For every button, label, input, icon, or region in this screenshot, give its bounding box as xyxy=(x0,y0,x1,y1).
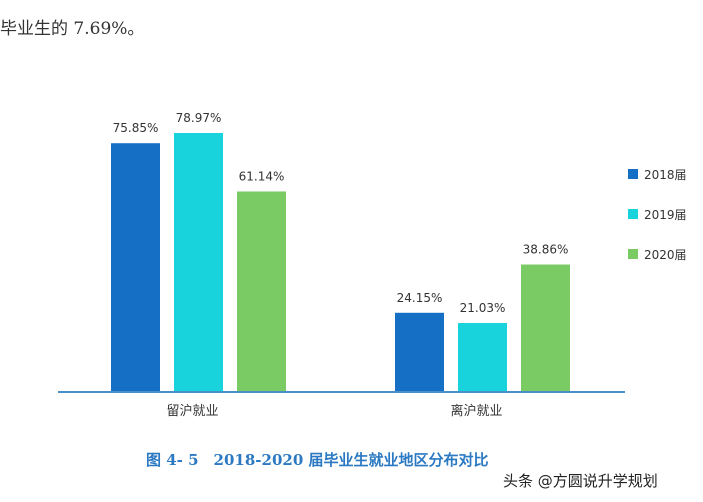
data-label: 24.15% xyxy=(397,291,443,305)
legend-label: 2018届 xyxy=(644,168,687,182)
bar xyxy=(521,264,570,392)
legend-swatch xyxy=(628,209,638,219)
x-tick-label: 留沪就业 xyxy=(166,403,218,419)
bar xyxy=(395,312,444,392)
x-tick-label: 离沪就业 xyxy=(450,403,502,419)
body-text: 毕业生的 7.69%。 xyxy=(0,19,145,39)
legend-label: 2019届 xyxy=(644,208,687,222)
bar xyxy=(174,132,223,392)
watermark: 头条 @方圆说升学规划 xyxy=(503,472,658,490)
bar xyxy=(111,143,160,392)
figure-caption: 图 4- 5 2018-2020 届毕业生就业地区分布对比 xyxy=(146,451,489,469)
legend-swatch xyxy=(628,169,638,179)
data-label: 38.86% xyxy=(523,243,569,257)
bar xyxy=(458,323,507,392)
legend-swatch xyxy=(628,249,638,259)
data-label: 61.14% xyxy=(239,169,285,183)
data-label: 21.03% xyxy=(460,301,506,315)
data-label: 75.85% xyxy=(113,121,159,135)
data-label: 78.97% xyxy=(176,111,222,125)
bar xyxy=(237,191,286,392)
legend-label: 2020届 xyxy=(644,248,687,262)
